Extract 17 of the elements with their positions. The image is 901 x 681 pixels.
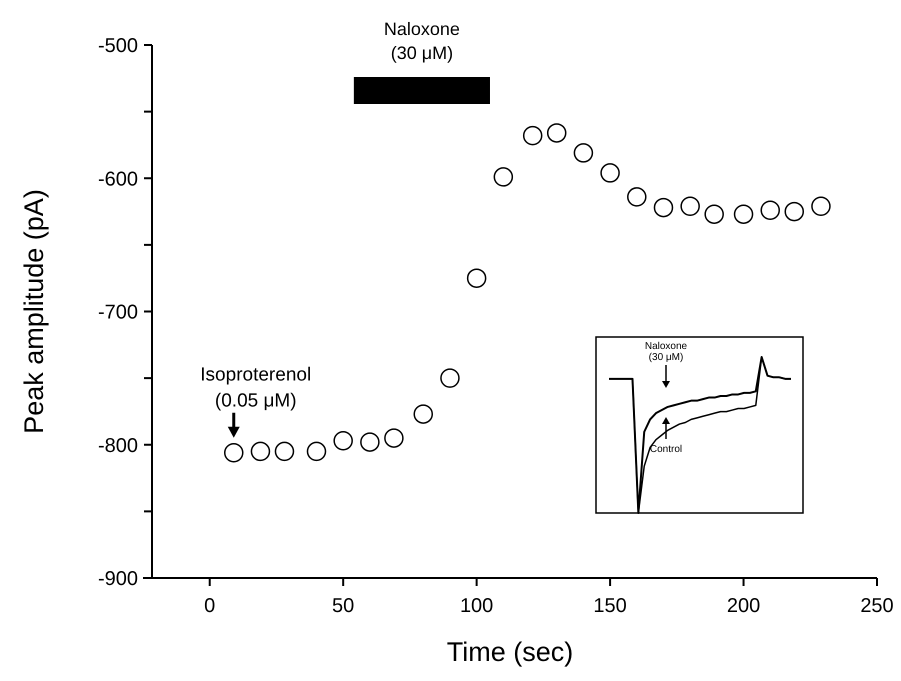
y-tick-label: -500 — [98, 35, 138, 57]
x-tick-label: 100 — [460, 595, 494, 617]
annotation: Naloxone (30 μM) — [644, 341, 688, 363]
y-tick-label: -600 — [98, 168, 138, 190]
x-tick-label: 250 — [860, 595, 894, 617]
x-tick-label: 200 — [726, 595, 760, 617]
annotation: Isoproterenol (0.05 μM) — [200, 364, 312, 412]
band-label: Naloxone (30 μM) — [384, 19, 460, 63]
x-tick-label: 50 — [332, 595, 354, 617]
x-tick-label: 0 — [204, 595, 216, 617]
x-axis-title: Time (sec) — [446, 637, 574, 667]
y-tick-label: -900 — [98, 568, 138, 590]
y-tick-label: -700 — [98, 302, 138, 324]
y-axis-title: Peak amplitude (pA) — [19, 189, 49, 434]
annotation: Control — [650, 444, 682, 455]
y-tick-label: -800 — [98, 434, 138, 457]
x-tick-label: 150 — [593, 595, 627, 617]
